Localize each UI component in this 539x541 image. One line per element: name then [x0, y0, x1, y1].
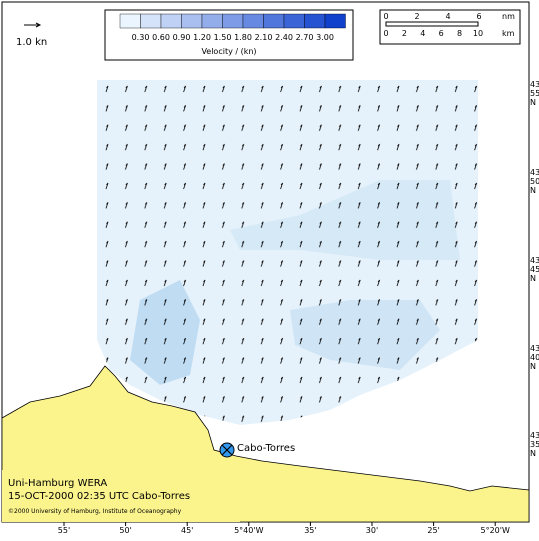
- colorbar-tick-label: 2.10: [255, 33, 273, 42]
- lat-label: 35: [530, 440, 539, 449]
- nm-tick: 4: [445, 12, 450, 21]
- place-label: Cabo-Torres: [237, 443, 295, 454]
- lon-label: 5°20'W: [481, 526, 510, 535]
- colorbar-tick-label: 1.50: [214, 33, 232, 42]
- lon-label: 30': [366, 526, 378, 535]
- km-unit: km: [502, 29, 515, 38]
- nm-tick: 6: [476, 12, 481, 21]
- lat-label: 45: [530, 265, 539, 274]
- scale-bar-box: [379, 9, 521, 45]
- colorbar-tick-label: 0.60: [152, 33, 170, 42]
- nm-tick: 2: [414, 12, 419, 21]
- colorbar-tick-label: 2.70: [296, 33, 314, 42]
- colorbar-tick-label: 1.20: [193, 33, 211, 42]
- colorbar-tick-label: 1.80: [234, 33, 252, 42]
- km-tick: 0: [383, 29, 388, 38]
- colorbar-cell: [222, 13, 244, 29]
- km-tick: 4: [420, 29, 425, 38]
- info-line: ©2000 University of Hamburg, Institute o…: [8, 508, 182, 515]
- colorbar-cell: [119, 13, 141, 29]
- colorbar-cell: [201, 13, 223, 29]
- scale-arrow-label: 1.0 kn: [16, 37, 47, 48]
- lat-label: 55: [530, 89, 539, 98]
- lat-label: 43: [530, 256, 539, 265]
- colorbar-cell: [140, 13, 162, 29]
- lat-label: 40: [530, 353, 539, 362]
- current-vectors: [97, 80, 478, 425]
- scale-bar: [385, 21, 479, 27]
- lon-label: 45': [181, 526, 193, 535]
- nm-unit: nm: [502, 12, 515, 21]
- colorbar-tick-label: 2.40: [275, 33, 293, 42]
- info-box: [2, 470, 240, 522]
- colorbar-tick-label: 3.00: [316, 33, 334, 42]
- colorbar-cell: [263, 13, 285, 29]
- lat-label: 43: [530, 168, 539, 177]
- km-tick: 10: [473, 29, 483, 38]
- colorbar-cell: [242, 13, 264, 29]
- km-tick: 6: [439, 29, 444, 38]
- lat-label: 50: [530, 177, 539, 186]
- lon-label: 35': [304, 526, 316, 535]
- scale-arrow-head: [35, 22, 42, 28]
- info-line: 15-OCT-2000 02:35 UTC Cabo-Torres: [8, 491, 190, 502]
- info-line: Uni-Hamburg WERA: [8, 478, 107, 489]
- lon-label: 25': [427, 526, 439, 535]
- colorbar-cell: [160, 13, 182, 29]
- lat-label: 43: [530, 431, 539, 440]
- colorbar-cell: [304, 13, 326, 29]
- site-marker-cross: [221, 444, 233, 456]
- colorbar-tick-label: 0.90: [173, 33, 191, 42]
- lon-label: 55': [58, 526, 70, 535]
- lat-label: N: [530, 274, 536, 283]
- colorbar-tick-label: 0.30: [132, 33, 150, 42]
- lon-label: 50': [119, 526, 131, 535]
- lon-label: 5°40'W: [234, 526, 263, 535]
- colorbar-cell: [181, 13, 203, 29]
- lat-label: N: [530, 186, 536, 195]
- lat-label: N: [530, 362, 536, 371]
- colorbar-cell: [324, 13, 346, 29]
- km-tick: 8: [457, 29, 462, 38]
- lat-label: N: [530, 98, 536, 107]
- nm-tick: 0: [383, 12, 388, 21]
- lat-label: N: [530, 449, 536, 458]
- colorbar-title: Velocity / (kn): [201, 47, 256, 56]
- km-tick: 2: [402, 29, 407, 38]
- lat-label: 43: [530, 80, 539, 89]
- lat-label: 43: [530, 344, 539, 353]
- colorbar-cell: [283, 13, 305, 29]
